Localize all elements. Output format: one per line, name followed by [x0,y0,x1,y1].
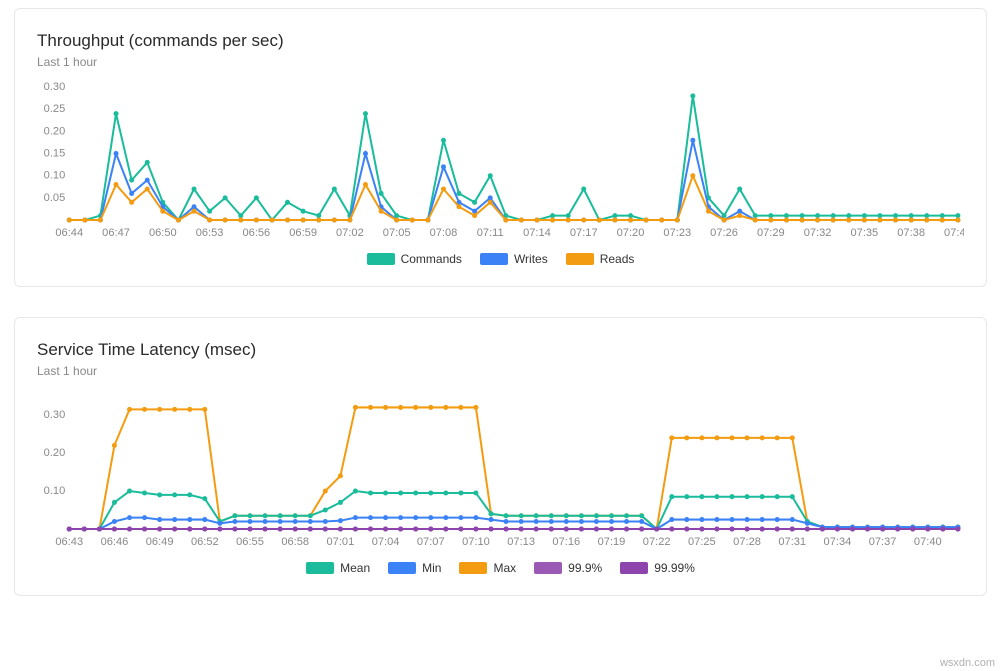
svg-text:07:41: 07:41 [944,227,964,239]
legend-item[interactable]: Mean [306,561,370,575]
svg-text:07:11: 07:11 [477,227,504,239]
latency-chart: 0.10 0.20 0.30 06:43 06:46 06:49 06:52 06:55 06:… [37,390,964,551]
latency-subtitle: Last 1 hour [37,364,964,378]
svg-text:06:46: 06:46 [101,536,129,548]
svg-text:07:38: 07:38 [897,227,925,239]
legend-swatch [620,562,648,574]
dashboard-page: Throughput (commands per sec) Last 1 hou… [0,0,1001,650]
svg-text:07:34: 07:34 [824,536,852,548]
svg-text:07:08: 07:08 [430,227,458,239]
svg-text:06:56: 06:56 [242,227,270,239]
svg-text:0.10: 0.10 [44,485,66,497]
svg-text:06:50: 06:50 [149,227,177,239]
latency-svg[interactable]: 0.10 0.20 0.30 06:43 06:46 06:49 06:52 06:55 06:… [37,390,964,551]
legend-label: Min [422,561,441,575]
legend-item[interactable]: Min [388,561,441,575]
latency-title: Service Time Latency (msec) [37,340,964,360]
svg-text:0.15: 0.15 [44,148,66,160]
svg-text:07:16: 07:16 [552,536,580,548]
svg-text:07:29: 07:29 [757,227,785,239]
svg-text:06:47: 06:47 [102,227,130,239]
svg-text:07:31: 07:31 [778,536,806,548]
svg-text:07:02: 07:02 [336,227,364,239]
svg-text:07:20: 07:20 [617,227,645,239]
throughput-subtitle: Last 1 hour [37,55,964,69]
legend-label: 99.99% [654,561,695,575]
svg-text:07:23: 07:23 [663,227,691,239]
svg-text:07:05: 07:05 [383,227,411,239]
legend-item[interactable]: Writes [480,252,548,266]
svg-text:0.20: 0.20 [44,125,66,137]
legend-label: Mean [340,561,370,575]
legend-label: Writes [514,252,548,266]
legend-item[interactable]: Commands [367,252,462,266]
svg-text:0.30: 0.30 [44,409,66,421]
svg-text:06:55: 06:55 [236,536,264,548]
throughput-svg[interactable]: 0.05 0.10 0.15 0.20 0.25 0.30 06:44 06:47 06:50 0… [37,81,964,242]
svg-text:07:40: 07:40 [914,536,942,548]
throughput-panel: Throughput (commands per sec) Last 1 hou… [14,8,987,287]
svg-text:06:44: 06:44 [55,227,83,239]
svg-text:07:22: 07:22 [643,536,671,548]
svg-text:0.25: 0.25 [44,103,66,115]
svg-text:06:52: 06:52 [191,536,219,548]
throughput-legend: Commands Writes Reads [37,242,964,278]
svg-text:07:37: 07:37 [869,536,897,548]
svg-text:0.05: 0.05 [44,192,66,204]
svg-text:07:14: 07:14 [523,227,551,239]
legend-swatch [480,253,508,265]
throughput-title: Throughput (commands per sec) [37,31,964,51]
latency-panel: Service Time Latency (msec) Last 1 hour … [14,317,987,596]
legend-label: Reads [600,252,635,266]
legend-label: 99.9% [568,561,602,575]
svg-text:07:35: 07:35 [851,227,879,239]
svg-text:06:59: 06:59 [289,227,317,239]
legend-swatch [388,562,416,574]
svg-text:06:49: 06:49 [146,536,174,548]
svg-text:07:01: 07:01 [327,536,355,548]
svg-text:0.30: 0.30 [44,81,66,93]
svg-text:0.10: 0.10 [44,170,66,182]
legend-swatch [566,253,594,265]
legend-item[interactable]: Max [459,561,516,575]
latency-legend: Mean Min Max 99.9% 99.99% [37,551,964,587]
svg-text:07:26: 07:26 [710,227,738,239]
legend-label: Max [493,561,516,575]
legend-swatch [459,562,487,574]
svg-text:07:13: 07:13 [507,536,535,548]
legend-swatch [367,253,395,265]
legend-swatch [306,562,334,574]
svg-text:07:25: 07:25 [688,536,716,548]
legend-item[interactable]: 99.9% [534,561,602,575]
legend-item[interactable]: 99.99% [620,561,695,575]
svg-text:07:32: 07:32 [804,227,832,239]
svg-text:07:17: 07:17 [570,227,598,239]
watermark: wsxdn.com [940,657,995,669]
throughput-chart: 0.05 0.10 0.15 0.20 0.25 0.30 06:44 06:47 06:50 0… [37,81,964,242]
svg-text:07:19: 07:19 [598,536,626,548]
legend-item[interactable]: Reads [566,252,635,266]
svg-text:06:58: 06:58 [281,536,309,548]
svg-text:07:07: 07:07 [417,536,445,548]
svg-text:0.20: 0.20 [44,447,66,459]
svg-text:07:04: 07:04 [372,536,400,548]
svg-text:06:43: 06:43 [55,536,83,548]
legend-swatch [534,562,562,574]
svg-text:07:10: 07:10 [462,536,490,548]
legend-label: Commands [401,252,462,266]
svg-text:06:53: 06:53 [196,227,224,239]
svg-text:07:28: 07:28 [733,536,761,548]
